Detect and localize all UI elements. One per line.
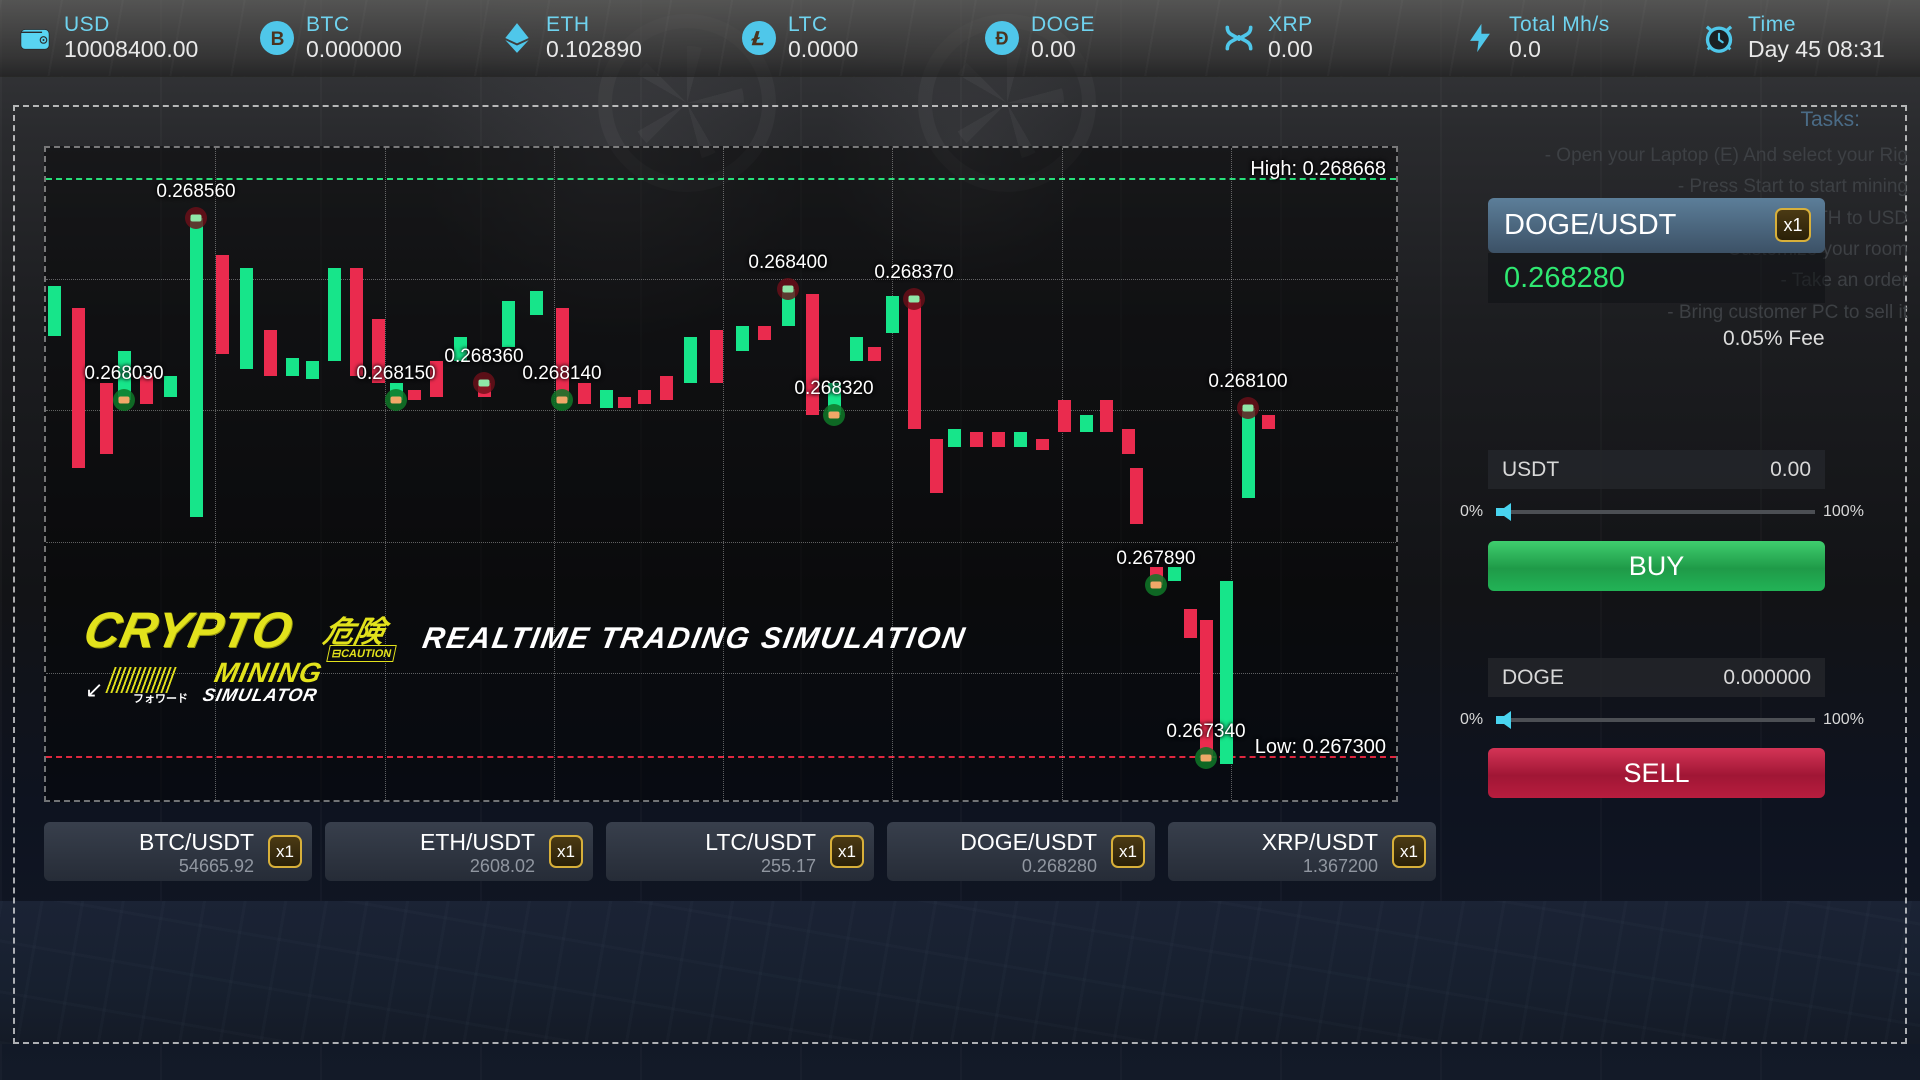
svg-text:B: B	[271, 29, 285, 50]
svg-text:Đ: Đ	[995, 28, 1008, 48]
